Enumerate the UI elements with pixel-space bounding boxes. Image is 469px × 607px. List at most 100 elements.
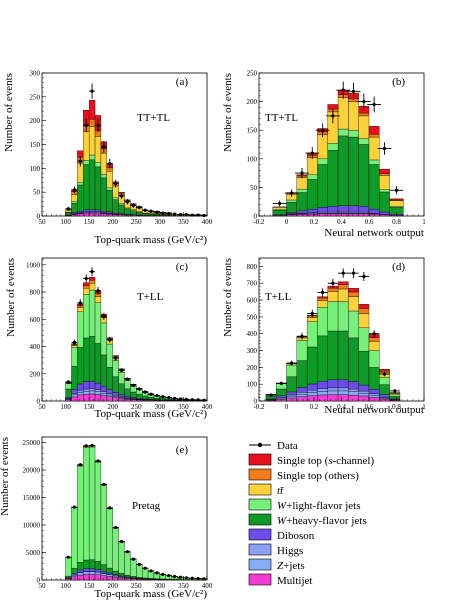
bar-whf [112, 570, 119, 575]
bar-whf [147, 397, 155, 400]
bar-whf [65, 212, 72, 216]
bar-diboson [124, 396, 131, 399]
bar-diboson [317, 207, 328, 213]
bar-wlf [65, 383, 72, 390]
bar-higgs [348, 211, 359, 214]
y-tick-label: 400 [247, 330, 258, 338]
x-axis: -0.2 0 0.2 0.4 0.6 0.8 1 [253, 397, 426, 411]
y-tick-label: 200 [247, 98, 258, 106]
panel-label: (d) [392, 261, 405, 273]
data-point [84, 444, 88, 448]
bar-whf [136, 394, 143, 399]
bar-schan [317, 296, 328, 299]
bar-multijet [296, 396, 308, 402]
bar-whf [106, 567, 113, 574]
data-point [178, 397, 183, 401]
legend-label-data: Data [277, 440, 298, 452]
bar-multijet [71, 396, 78, 402]
data-point [196, 213, 200, 217]
data-point [96, 459, 100, 463]
bar-wlf [348, 310, 359, 339]
bar-zjets [94, 391, 102, 395]
bar-wlf [100, 485, 107, 565]
x-tick-label: 100 [60, 218, 71, 226]
y-tick-label: 200 [247, 364, 258, 372]
bar-whf [306, 179, 318, 210]
bar-whf [112, 376, 119, 393]
bar-multijet [348, 394, 359, 402]
bar-ttbar [317, 300, 328, 308]
bar-wlf [348, 130, 359, 138]
bar-wlf [317, 307, 328, 337]
bar-wlf [71, 507, 78, 569]
data-point [66, 207, 70, 211]
bar-whf [317, 335, 328, 382]
bar-whf [118, 383, 125, 395]
bar-multijet [317, 394, 328, 402]
data-point [108, 338, 112, 342]
legend-label-higgs: Higgs [277, 545, 303, 557]
bar-diboson [327, 206, 339, 213]
bar-wlf [296, 340, 308, 361]
stacked-histogram [65, 277, 208, 402]
bar-whf [71, 366, 78, 390]
data-point [143, 208, 147, 212]
data-point [125, 377, 130, 381]
bar-whf [358, 351, 370, 386]
data-point [331, 114, 335, 118]
data-point [102, 314, 106, 319]
data-point [161, 572, 165, 576]
bar-sothers [379, 173, 390, 176]
bar-multijet [286, 397, 297, 402]
bar-whf [94, 343, 102, 384]
stacked-histogram [272, 89, 404, 217]
bar-multijet [77, 213, 84, 217]
bar-zjets [77, 572, 84, 576]
legend-swatch-higgs [248, 543, 272, 556]
x-tick-label: 0.4 [337, 403, 346, 411]
data-point [155, 571, 159, 575]
bar-ttbar [83, 131, 90, 161]
legend-swatch-ttbar [248, 483, 272, 496]
y-tick-label: 150 [30, 141, 41, 149]
bar-diboson [306, 208, 318, 213]
bar-sothers [317, 297, 328, 301]
bar-whf [142, 213, 149, 216]
y-tick-label: 50 [33, 189, 41, 197]
x-tick-label: -0.2 [253, 403, 265, 411]
bar-schan [379, 168, 390, 174]
bar-ttbar [306, 317, 318, 322]
bar-multijet [88, 393, 96, 402]
data-point [320, 290, 325, 295]
bar-wlf [368, 350, 380, 368]
bar-diboson [71, 389, 78, 394]
bar-zjets [106, 394, 113, 397]
bar-sothers [358, 308, 370, 314]
bar-sothers [368, 337, 380, 342]
x-tick-label: 150 [84, 582, 95, 590]
bar-diboson [83, 568, 90, 572]
bar-diboson [94, 569, 102, 573]
data-point [269, 393, 273, 397]
bar-whf [159, 398, 166, 401]
bar-wlf [379, 376, 390, 385]
bar-higgs [368, 393, 380, 396]
data-point [108, 161, 112, 166]
bar-wlf [106, 343, 113, 368]
bar-multijet [77, 394, 84, 402]
bar-whf [83, 559, 90, 569]
bar-diboson [306, 383, 318, 391]
bar-diboson [358, 206, 370, 213]
chart-panel-d: -0.2 0 0.2 0.4 0.6 0.8 1 010020030040050060070… [222, 257, 426, 416]
data-point [372, 332, 376, 336]
x-axis: 50 100 150 200 250 300 350 400 [39, 397, 213, 411]
bar-multijet [379, 214, 390, 217]
bar-wlf [124, 380, 131, 390]
bar-wlf [130, 559, 137, 577]
bar-ttbar [358, 115, 370, 139]
bar-multijet [106, 576, 113, 581]
bar-whf [124, 388, 131, 397]
data-point [184, 576, 188, 580]
bar-wlf [286, 364, 297, 377]
